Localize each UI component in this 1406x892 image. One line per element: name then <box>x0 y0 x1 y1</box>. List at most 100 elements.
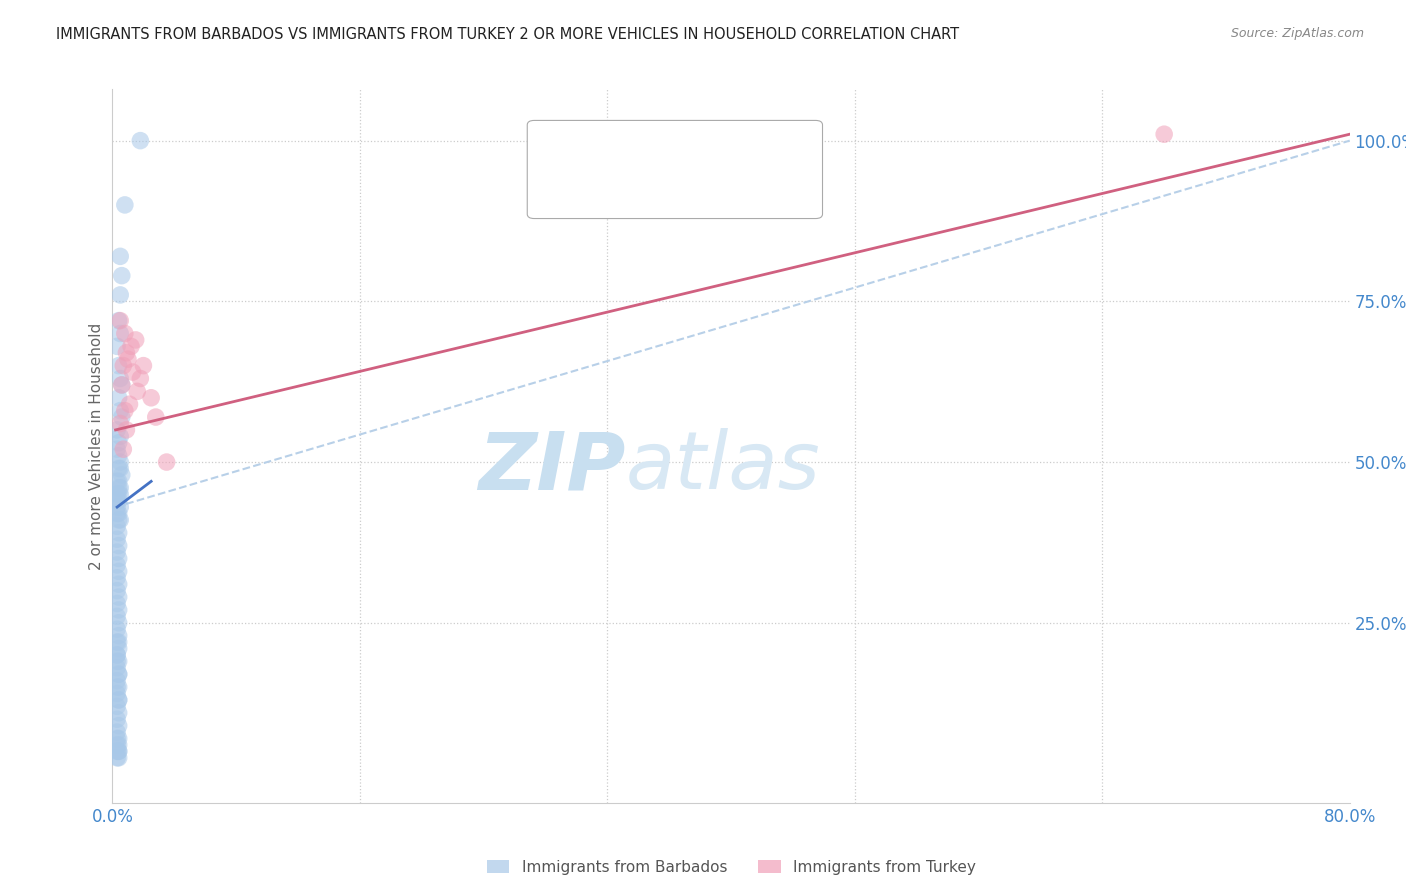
Point <box>107 680 129 694</box>
Point <box>107 629 129 643</box>
Point <box>111 410 134 425</box>
Point <box>107 493 129 508</box>
Point <box>107 507 129 521</box>
Point <box>110 313 132 327</box>
Text: N =: N = <box>690 180 728 199</box>
Point <box>110 326 132 341</box>
Point <box>110 403 132 417</box>
Point <box>107 667 129 681</box>
Point <box>110 487 132 501</box>
Point <box>110 288 132 302</box>
FancyBboxPatch shape <box>544 137 571 161</box>
Point <box>111 378 134 392</box>
Text: IMMIGRANTS FROM BARBADOS VS IMMIGRANTS FROM TURKEY 2 OR MORE VEHICLES IN HOUSEHO: IMMIGRANTS FROM BARBADOS VS IMMIGRANTS F… <box>56 27 959 42</box>
Point <box>127 384 149 399</box>
Point <box>105 731 128 746</box>
Text: R =: R = <box>579 180 614 199</box>
Point <box>129 134 152 148</box>
Point <box>105 583 128 598</box>
Point <box>124 333 148 347</box>
Point <box>115 423 138 437</box>
Point <box>105 507 128 521</box>
Point <box>105 686 128 700</box>
Point <box>107 731 129 746</box>
Point <box>107 706 129 720</box>
Point <box>107 565 129 579</box>
Point <box>111 467 134 482</box>
Point <box>107 391 129 405</box>
Text: atlas: atlas <box>626 428 821 507</box>
Text: Source: ZipAtlas.com: Source: ZipAtlas.com <box>1230 27 1364 40</box>
Point <box>105 680 128 694</box>
Point <box>107 487 129 501</box>
Point <box>110 429 132 443</box>
Point <box>105 545 128 559</box>
Point <box>107 738 129 752</box>
Point <box>107 359 129 373</box>
Point <box>115 345 138 359</box>
Text: N =: N = <box>690 140 728 159</box>
Point <box>145 410 167 425</box>
Point <box>117 352 139 367</box>
Point <box>129 371 152 385</box>
Point <box>107 551 129 566</box>
Point <box>112 442 135 457</box>
Point <box>114 198 136 212</box>
Point <box>105 744 128 758</box>
Text: 0.811: 0.811 <box>621 180 673 199</box>
Point <box>155 455 177 469</box>
Point <box>107 615 129 630</box>
Text: 86: 86 <box>734 140 756 159</box>
Point <box>107 539 129 553</box>
Point <box>110 481 132 495</box>
Point <box>105 442 128 457</box>
Point <box>107 513 129 527</box>
Point <box>141 391 163 405</box>
Point <box>105 725 128 739</box>
Point <box>105 648 128 662</box>
Point <box>105 558 128 572</box>
FancyBboxPatch shape <box>544 178 571 202</box>
Point <box>111 268 134 283</box>
Point <box>105 661 128 675</box>
Point <box>107 654 129 668</box>
Point <box>105 487 128 501</box>
Point <box>107 590 129 604</box>
Point <box>114 403 136 417</box>
Point <box>105 712 128 726</box>
Point <box>105 635 128 649</box>
Point <box>107 461 129 475</box>
Point <box>105 493 128 508</box>
Point <box>112 359 135 373</box>
Point <box>107 525 129 540</box>
Point <box>105 533 128 547</box>
Point <box>107 481 129 495</box>
Point <box>105 609 128 624</box>
Point <box>107 449 129 463</box>
Y-axis label: 2 or more Vehicles in Household: 2 or more Vehicles in Household <box>89 322 104 570</box>
Point <box>107 744 129 758</box>
Point <box>107 719 129 733</box>
Text: 0.063: 0.063 <box>621 140 673 159</box>
Point <box>107 577 129 591</box>
Point <box>120 339 142 353</box>
Point <box>114 326 136 341</box>
Point <box>105 673 128 688</box>
Point <box>105 571 128 585</box>
Point <box>105 738 128 752</box>
Point <box>110 371 132 385</box>
Point <box>107 744 129 758</box>
Point <box>107 751 129 765</box>
Point <box>110 417 132 431</box>
Point <box>1153 127 1175 141</box>
Point <box>107 435 129 450</box>
Point <box>105 699 128 714</box>
Point <box>105 519 128 533</box>
Point <box>110 513 132 527</box>
Point <box>110 249 132 263</box>
Point <box>105 423 128 437</box>
Point <box>105 622 128 636</box>
Text: 21: 21 <box>734 180 756 199</box>
Point <box>110 461 132 475</box>
Point <box>105 751 128 765</box>
